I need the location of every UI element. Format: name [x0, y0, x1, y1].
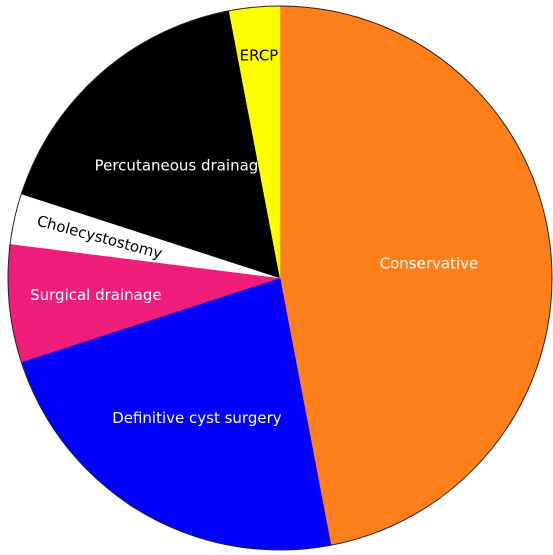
slice-label: Surgical drainage	[30, 286, 162, 304]
slice-label: Percutaneous drainage	[95, 156, 268, 174]
pie-slice	[279, 5, 553, 546]
slice-label: ERCP	[240, 46, 279, 64]
slice-label: Conservative	[380, 254, 479, 272]
pie-outline	[7, 5, 553, 551]
slice-label: Definitive cyst surgery	[112, 409, 282, 427]
